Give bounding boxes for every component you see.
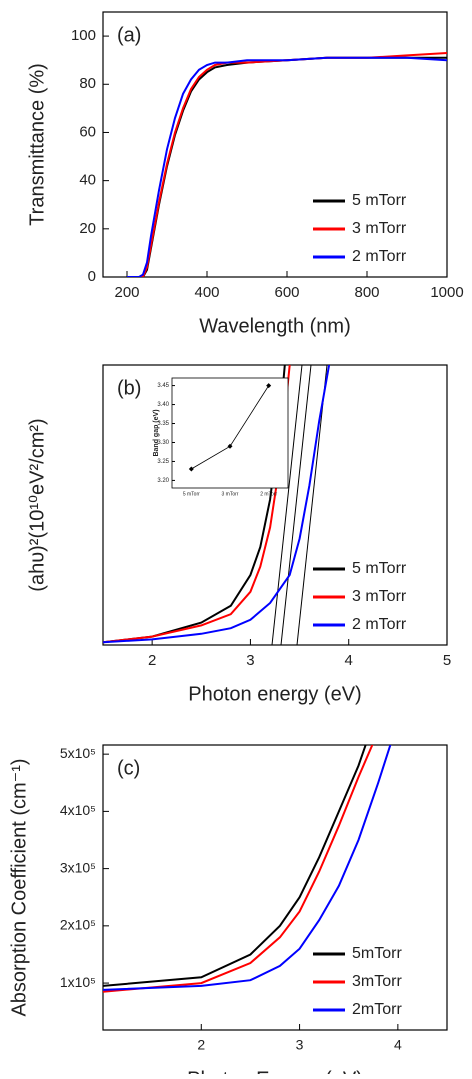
legend-label: 3 mTorr — [352, 220, 407, 237]
y-tick-label: 60 — [79, 123, 96, 140]
y-tick-label: 4x10⁵ — [60, 802, 96, 818]
x-axis-label: Photon energy (eV) — [188, 683, 361, 705]
plot-area — [127, 52, 447, 277]
x-tick-label: 2 — [197, 1037, 205, 1053]
point — [188, 466, 194, 472]
x-tick-label: 1000 — [430, 284, 463, 301]
x-tick-label: 2 mTorr — [260, 491, 277, 497]
legend-label: 5 mTorr — [352, 192, 407, 209]
y-tick-label: 80 — [79, 75, 96, 92]
y-tick-label: 3.40 — [157, 402, 169, 408]
x-tick-label: 4 — [394, 1037, 402, 1053]
x-axis-label: Photon Energy (eV) — [187, 1068, 363, 1074]
plot-area — [103, 745, 392, 993]
x-tick-label: 2 — [148, 652, 156, 669]
x-tick-label: 200 — [114, 284, 139, 301]
x-tick-label: 5 mTorr — [183, 491, 200, 497]
y-tick-label: 3.35 — [157, 421, 169, 427]
series-line — [103, 745, 367, 987]
y-tick-label: 3.25 — [157, 459, 169, 465]
panel-label: (c) — [117, 757, 140, 779]
y-tick-label: 0 — [88, 268, 96, 285]
y-tick-label: 3.45 — [157, 383, 169, 389]
legend-label: 3 mTorr — [352, 588, 407, 605]
series-line — [127, 52, 447, 277]
panel-label: (b) — [117, 377, 141, 399]
x-tick-label: 800 — [354, 284, 379, 301]
y-tick-label: 2x10⁵ — [60, 917, 96, 933]
y-tick-label: 100 — [71, 27, 96, 44]
x-tick-label: 3 — [246, 652, 254, 669]
point — [266, 383, 272, 389]
y-tick-label: 3.30 — [157, 440, 169, 446]
x-axis-label: Wavelength (nm) — [199, 315, 351, 337]
y-tick-label: 1x10⁵ — [60, 974, 96, 990]
series-line — [127, 56, 447, 277]
plot-area — [188, 383, 272, 472]
plot-frame — [102, 364, 448, 646]
x-tick-label: 5 — [443, 652, 451, 669]
x-tick-label: 3 — [296, 1037, 304, 1053]
series-line — [103, 745, 374, 993]
legend-label: 5mTorr — [352, 945, 402, 962]
y-axis-label: (ahυ)²(10¹⁰eV²/cm²) — [26, 418, 48, 591]
legend-label: 5 mTorr — [352, 560, 407, 577]
tangent-lines — [271, 365, 328, 645]
legend-label: 2 mTorr — [352, 248, 407, 265]
x-tick-label: 4 — [345, 652, 353, 669]
x-tick-label: 400 — [194, 284, 219, 301]
y-tick-label: 3x10⁵ — [60, 859, 96, 875]
y-tick-label: 3.20 — [157, 478, 169, 484]
legend-label: 3mTorr — [352, 973, 402, 990]
y-axis-label: Absorption Coefficient (cm⁻¹) — [8, 758, 30, 1016]
y-tick-label: 5x10⁵ — [60, 745, 96, 761]
x-tick-label: 3 mTorr — [222, 491, 239, 497]
legend-label: 2 mTorr — [352, 616, 407, 633]
plot-frame — [102, 744, 448, 1031]
y-axis-label: Transmittance (%) — [26, 63, 48, 226]
y-tick-label: 40 — [79, 172, 96, 189]
point — [227, 443, 233, 449]
plot-frame — [102, 11, 448, 278]
series-line — [103, 745, 392, 991]
plot-frame — [171, 377, 289, 489]
y-tick-label: 20 — [79, 220, 96, 237]
x-tick-label: 600 — [274, 284, 299, 301]
series-line — [127, 56, 447, 277]
panel-label: (a) — [117, 24, 141, 46]
legend-label: 2mTorr — [352, 1001, 402, 1018]
series-line — [103, 365, 331, 644]
y-axis-label: Band gap (eV) — [153, 409, 160, 456]
